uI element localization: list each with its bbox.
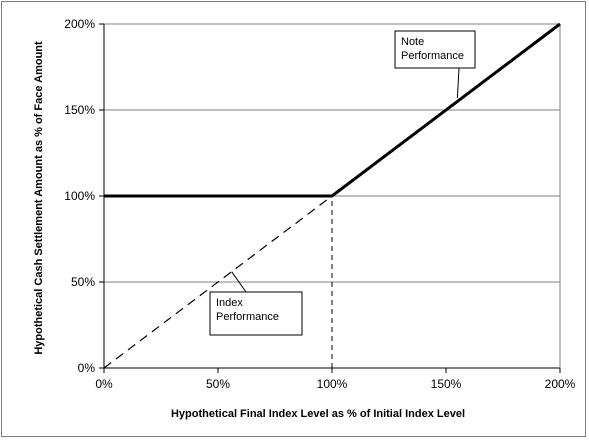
y-tick-label: 150% xyxy=(64,103,95,117)
index-performance-line xyxy=(103,195,333,369)
index-performance-callout-text: Index xyxy=(216,297,243,309)
index-performance-callout-text: Performance xyxy=(216,311,279,323)
x-tick-label: 50% xyxy=(206,377,230,391)
index-performance-callout: Index Performance xyxy=(209,271,303,336)
y-axis-title: Hypothetical Cash Settlement Amount as %… xyxy=(33,41,45,355)
y-tick-label: 0% xyxy=(78,361,96,375)
x-tick-labels: 0% 50% 100% 150% 200% xyxy=(95,377,575,391)
note-performance-callout-text: Note xyxy=(401,36,424,48)
x-tick-label: 0% xyxy=(95,377,113,391)
x-tick-label: 150% xyxy=(431,377,462,391)
y-tick-label: 200% xyxy=(64,17,95,31)
note-performance-callout-pointer xyxy=(456,67,460,98)
note-performance-callout-box xyxy=(394,30,476,69)
index-performance-callout-pointer xyxy=(231,271,247,293)
y-tick-label: 100% xyxy=(64,189,95,203)
y-tick-label: 50% xyxy=(71,275,95,289)
index-performance-callout-box xyxy=(209,291,303,336)
series-lines xyxy=(103,22,561,369)
annotations: Note Performance Index Performance xyxy=(209,30,476,336)
note-performance-callout-text: Performance xyxy=(401,50,464,62)
x-axis-title: Hypothetical Final Index Level as % of I… xyxy=(171,408,465,420)
gridlines xyxy=(104,23,560,283)
note-performance-callout: Note Performance xyxy=(394,30,476,98)
y-tick-labels: 0% 50% 100% 150% 200% xyxy=(64,17,95,375)
x-tick-label: 200% xyxy=(545,377,576,391)
x-tick-label: 100% xyxy=(317,377,348,391)
